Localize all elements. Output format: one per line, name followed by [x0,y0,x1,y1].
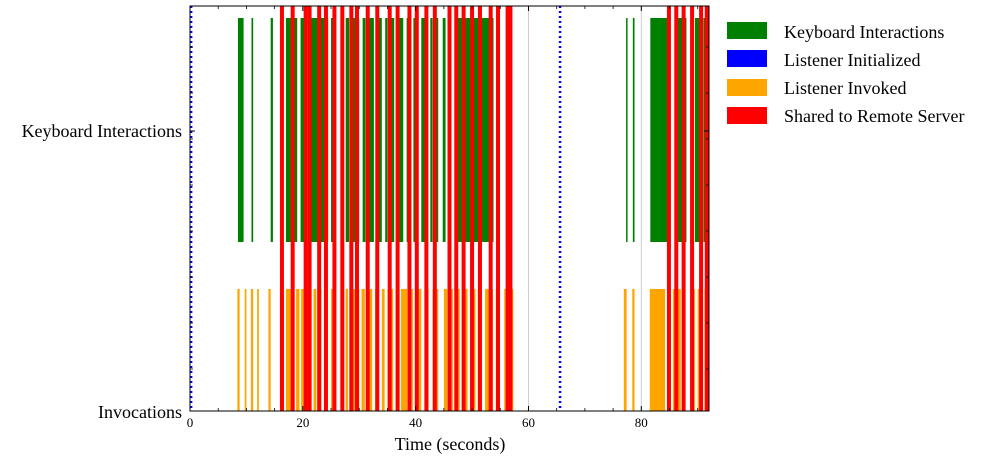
listener-invoked-bar [350,289,360,411]
keyboard-interactions-bar [632,18,635,242]
legend-swatch-listener-initialized [727,50,767,67]
listener-invoked-bar [368,289,373,411]
keyboard-interactions-bar [430,18,433,242]
listener-invoked-bar [285,289,295,411]
axis-layer: 0 20 40 60 80 [187,6,709,430]
keyboard-interactions-bar [650,18,670,242]
keyboard-interactions-bar [345,18,350,242]
listener-invoked-bar [250,289,254,411]
listener-invoked-bar [697,289,700,411]
listener-invoked-bar [623,289,627,411]
x-tick-label: 60 [522,415,535,430]
shared-remote-layer [279,6,709,411]
keyboard-interactions-bar [377,18,382,242]
x-tick-label: 40 [409,415,422,430]
listener-invoked-bar [443,289,448,411]
keyboard-interactions-bar [390,18,395,242]
listener-invoked-bar [381,289,385,411]
listener-invoked-bar [504,289,507,411]
keyboard-interactions-bar [626,18,628,242]
legend-swatch-keyboard-interactions [727,22,767,39]
keyboard-interactions-bar [362,18,366,242]
keyboard-interactions-bar [398,18,404,242]
keyboard-interactions-bar [455,18,494,242]
legend-label-listener-invoked: Listener Invoked [784,78,906,98]
keyboard-interactions-bar [270,18,273,242]
keyboard-interactions-bar [251,18,254,242]
plot-frame [189,5,710,412]
keyboard-interactions-bar [385,18,388,242]
listener-invoked-bar [400,289,408,411]
y-tick-label-keyboard: Keyboard Interactions [22,121,182,141]
keyboard-interactions-bar [435,18,439,242]
legend-swatch-listener-invoked [727,79,767,96]
keyboard-interactions-bar [368,18,374,242]
keyboard-interactions-bar [442,18,446,242]
legend-label-shared-to-remote-server: Shared to Remote Server [784,106,964,126]
keyboard-interactions-bar [300,18,305,242]
x-tick-label: 80 [635,415,648,430]
keyboard-interactions-bar [413,18,416,242]
listener-invoked-bar [313,289,317,411]
keyboard-interactions-bar [694,18,701,242]
listener-invoked-bar [301,289,304,411]
keyboard-interactions-bar [294,18,298,242]
listener-invoked-bar [677,289,681,411]
keyboard-interactions-bar [421,18,427,242]
listener-invoked-bar [632,289,635,411]
keyboard-interactions-bar [237,18,244,242]
legend-label-listener-initialized: Listener Initialized [784,50,920,70]
x-axis-label: Time (seconds) [395,434,506,455]
x-tick-label: 20 [296,415,309,430]
legend-swatch-shared-to-remote-server [727,107,767,124]
listener-invoked-bar [268,289,271,411]
grid-layer [527,6,642,411]
legend-label-keyboard-interactions: Keyboard Interactions [784,22,944,42]
keyboard-interactions-bar [285,18,292,242]
y-tick-label-invocations: Invocations [98,402,182,422]
listener-invoked-bar [345,289,348,411]
listener-invoked-bar [257,289,259,411]
x-tick-label: 0 [187,415,194,430]
listener-invoked-bar [237,289,240,411]
listener-invoked-bar [296,289,300,411]
listener-invoked-bar [244,289,247,411]
listener-invoked-bar [649,289,665,411]
legend: Keyboard Interactions Listener Initializ… [727,22,964,126]
listener-invoked-bar [361,289,365,411]
